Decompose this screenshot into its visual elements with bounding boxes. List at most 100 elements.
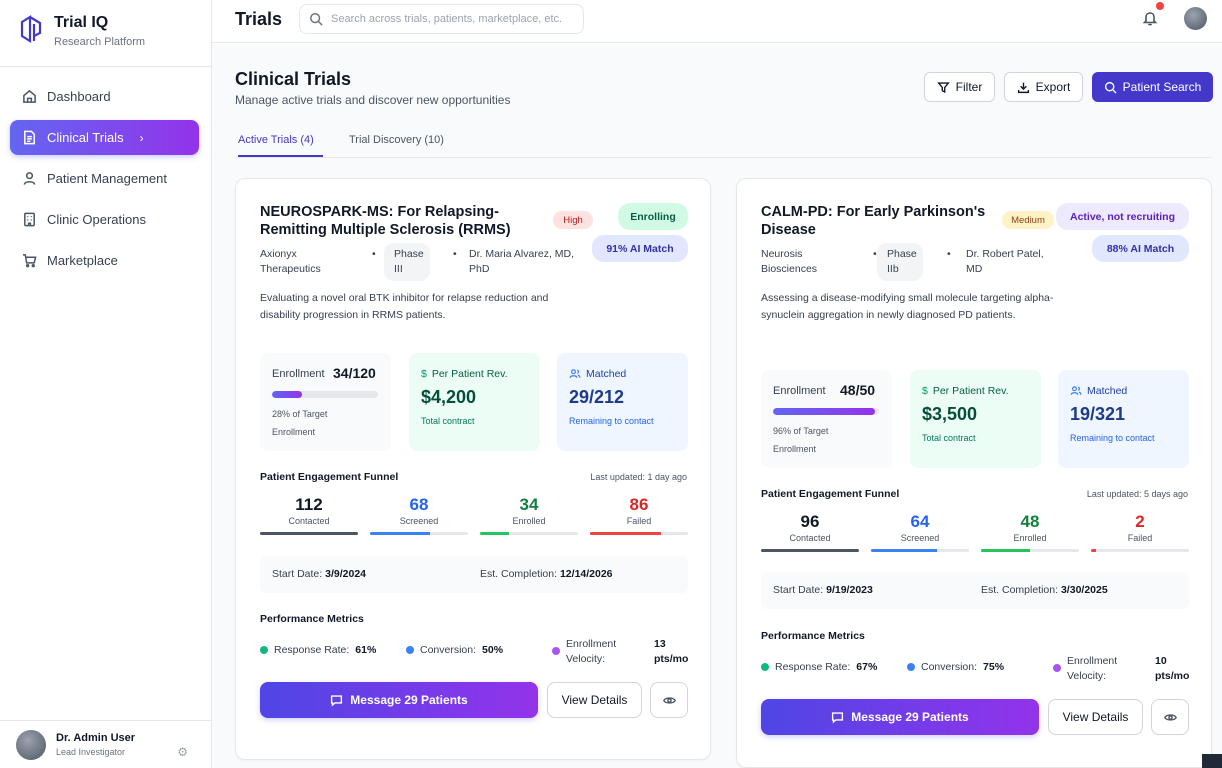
matched-note: Remaining to contact (569, 416, 654, 426)
top-bar: Trials (212, 0, 1222, 43)
search-icon (310, 13, 323, 26)
user-profile[interactable]: Dr. Admin User Lead Investigator ⚙ (0, 720, 212, 768)
velocity-label: Enrollment Velocity: (566, 638, 617, 665)
funnel-bar (871, 549, 969, 552)
tab-active-trials[interactable]: Active Trials (4) (238, 134, 323, 157)
funnel-bar-fill (981, 549, 1030, 552)
sidebar-item-dashboard[interactable]: Dashboard (10, 79, 199, 114)
funnel-value: 86 (629, 495, 649, 514)
enrollment-label: Enrollment (773, 385, 826, 397)
priority-badge: High (553, 211, 593, 229)
funnel-contacted: 96 Contacted (761, 512, 859, 552)
export-button[interactable]: Export (1004, 72, 1083, 102)
sidebar-item-clinical-trials[interactable]: Clinical Trials › (10, 120, 199, 155)
conversion-dot (406, 646, 414, 654)
app-logo[interactable]: Trial IQ Research Platform (18, 14, 145, 48)
trial-description: Assessing a disease-modifying small mole… (761, 292, 1054, 321)
user-name: Dr. Admin User (56, 732, 136, 744)
revenue-label-wrap: $ Per Patient Rev. (421, 368, 508, 380)
trial-card: NEUROSPARK-MS: For Relapsing-Remitting M… (235, 178, 711, 760)
sponsor: Neurosis Biosciences (761, 248, 818, 275)
enrollment-progress-fill (773, 408, 875, 415)
funnel-label: Screened (399, 516, 439, 526)
funnel-bar-fill (590, 532, 661, 535)
filter-icon (936, 81, 950, 93)
filter-label: Filter (955, 80, 983, 94)
funnel-bar (761, 549, 859, 552)
velocity-dot (552, 647, 560, 655)
global-search[interactable] (299, 4, 584, 34)
funnel-label: Failed (1127, 533, 1153, 543)
metrics-title: Performance Metrics (761, 630, 865, 642)
patient-search-button[interactable]: Patient Search (1092, 72, 1213, 102)
trial-description: Evaluating a novel oral BTK inhibitor fo… (260, 292, 549, 321)
view-details-button[interactable]: View Details (547, 682, 642, 718)
gear-icon[interactable]: ⚙ (177, 745, 188, 759)
message-label: Message 29 Patients (851, 710, 969, 724)
sidebar-item-patient-management[interactable]: Patient Management (10, 161, 199, 196)
avatar (16, 729, 46, 760)
metrics-title: Performance Metrics (260, 613, 364, 625)
conversion-label: Conversion: (921, 661, 978, 673)
matched-note: Remaining to contact (1070, 433, 1155, 443)
enrollment-velocity: Enrollment Velocity: 13 pts/mo (552, 638, 694, 667)
eye-icon (1163, 713, 1177, 721)
revenue-value: $4,200 (421, 387, 477, 407)
funnel-bar-fill (871, 549, 937, 552)
response-rate: Response Rate: 61% (260, 644, 376, 656)
home-icon (23, 89, 36, 103)
ai-match-badge: 88% AI Match (1092, 235, 1189, 262)
search-input[interactable] (331, 13, 566, 25)
preview-button[interactable] (650, 682, 688, 718)
view-details-button[interactable]: View Details (1048, 699, 1143, 735)
message-label: Message 29 Patients (350, 693, 468, 707)
sidebar-item-label: Clinic Operations (47, 212, 146, 227)
sidebar-item-marketplace[interactable]: Marketplace (10, 243, 199, 278)
filter-button[interactable]: Filter (924, 72, 995, 102)
phase-badge: Phase III (384, 243, 430, 281)
sidebar-item-label: Dashboard (47, 89, 111, 104)
logo-icon (20, 15, 42, 43)
notifications-button[interactable] (1142, 2, 1164, 31)
response-label: Response Rate: (775, 661, 851, 673)
funnel-value: 68 (409, 495, 429, 514)
funnel-failed: 2 Failed (1091, 512, 1189, 552)
dollar-icon: $ (922, 385, 928, 397)
funnel-screened: 64 Screened (871, 512, 969, 552)
tab-trial-discovery[interactable]: Trial Discovery (10) (349, 134, 444, 146)
funnel-contacted: 112 Contacted (260, 495, 358, 535)
preview-button[interactable] (1151, 699, 1189, 735)
funnel-label: Failed (626, 516, 652, 526)
message-patients-button[interactable]: Message 29 Patients (761, 699, 1039, 735)
funnel-updated: Last updated: 5 days ago (1086, 489, 1188, 499)
completion-date-value: 3/30/2025 (1060, 584, 1108, 596)
revenue-stat: $ Per Patient Rev. $4,200 Total contract (409, 353, 540, 451)
sidebar-item-label: Clinical Trials (47, 130, 124, 145)
matched-value: 29/212 (569, 387, 625, 407)
building-icon (24, 212, 35, 227)
status-badge: Enrolling (618, 203, 688, 230)
avatar[interactable] (1184, 7, 1207, 30)
matched-label-wrap: Matched (569, 368, 626, 380)
funnel-bar-fill (260, 532, 358, 535)
matched-value: 19/321 (1070, 404, 1126, 424)
sidebar-divider (0, 66, 212, 67)
funnel-bar (260, 532, 358, 535)
funnel-bar (590, 532, 688, 535)
message-patients-button[interactable]: Message 29 Patients (260, 682, 538, 718)
app-subtitle: Research Platform (54, 36, 146, 48)
cart-icon (22, 254, 37, 268)
sidebar: Trial IQ Research Platform Dashboard Cli… (0, 0, 212, 768)
funnel-title: Patient Engagement Funnel (761, 488, 900, 500)
velocity-value: 10 pts/mo (1155, 655, 1190, 682)
notification-badge (1156, 2, 1164, 10)
trial-title: CALM-PD: For Early Parkinson's Disease (761, 204, 986, 238)
funnel-value: 64 (910, 512, 930, 531)
start-date-value: 9/19/2023 (826, 584, 873, 596)
funnel-title: Patient Engagement Funnel (260, 471, 399, 483)
section-subtitle: Manage active trials and discover new op… (235, 93, 511, 107)
corner-widget (1202, 754, 1222, 768)
enrollment-progress-fill (272, 391, 302, 398)
sidebar-item-clinic-operations[interactable]: Clinic Operations (10, 202, 199, 237)
velocity-value: 13 pts/mo (654, 638, 689, 665)
